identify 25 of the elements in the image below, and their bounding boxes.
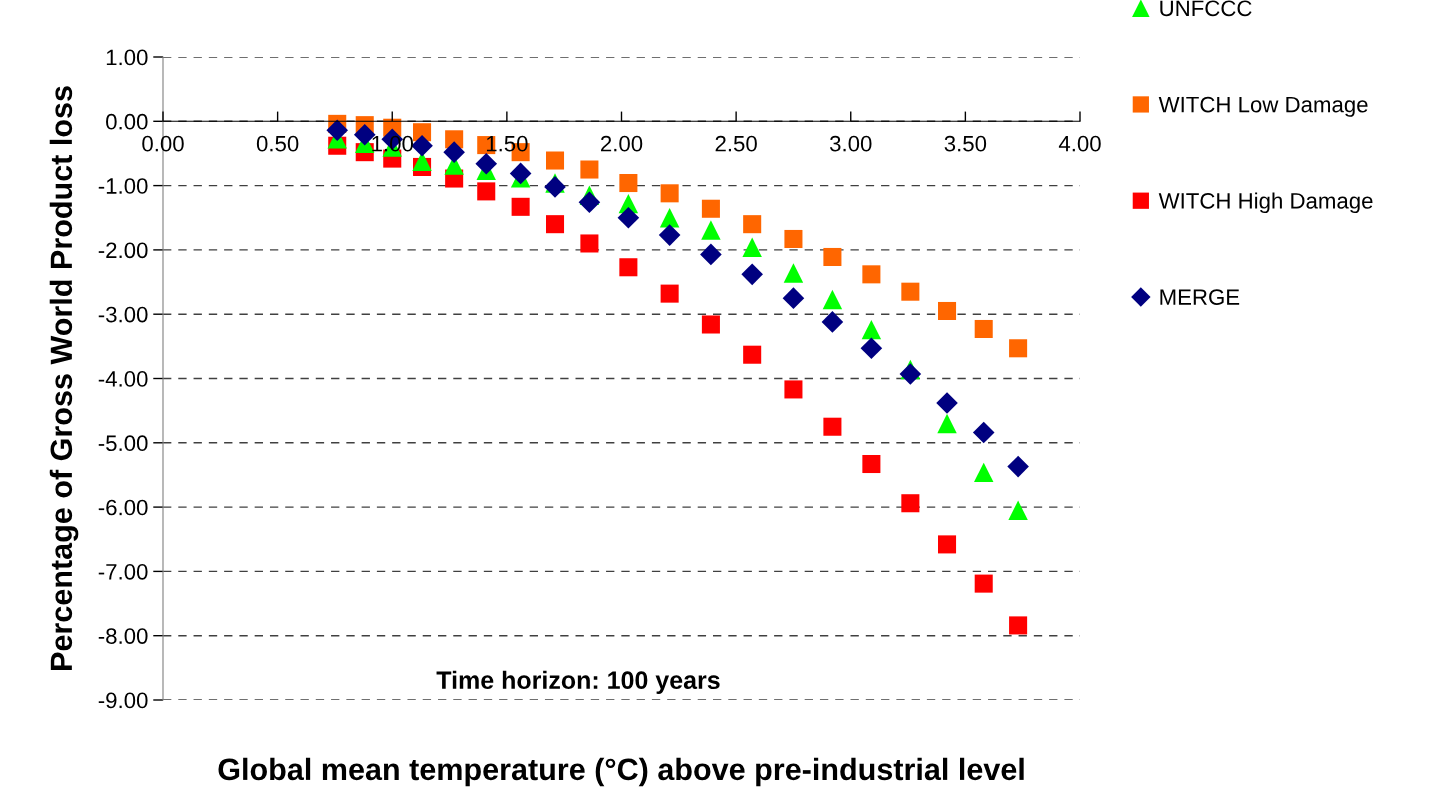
x-tick-label: 3.50 [944, 135, 987, 152]
y-tick-label: -2.00 [98, 242, 148, 259]
annotation: Time horizon: 100 years [436, 670, 720, 694]
y-axis-title: Percentage of Gross World Product loss [49, 86, 79, 670]
legend-label: UNFCCC [1160, 0, 1252, 17]
y-tick-label: 1.00 [106, 49, 148, 66]
y-tick-label: -3.00 [98, 306, 148, 323]
x-tick-label: 2.50 [715, 135, 757, 152]
y-tick-label: -8.00 [98, 628, 148, 644]
y-tick-label: -5.00 [98, 435, 148, 452]
legend-label: WITCH High Damage [1158, 192, 1373, 214]
y-tick-label: -9.00 [98, 692, 148, 709]
x-tick-label: 2.00 [600, 135, 643, 152]
y-tick-label: -4.00 [98, 371, 148, 387]
legend-label: WITCH Low Damage [1158, 96, 1368, 117]
x-tick-label: 3.00 [829, 135, 872, 152]
x-tick-label: 0.00 [142, 135, 184, 152]
y-tick-label: 0.00 [106, 113, 148, 130]
y-tick-label: -7.00 [98, 563, 148, 580]
legend-label: MERGE [1160, 289, 1240, 305]
y-tick-label: -1.00 [98, 178, 148, 194]
x-tick-label: 0.50 [256, 135, 299, 152]
x-axis-title: Global mean temperature (°C) above pre-industrial level [218, 757, 1024, 787]
y-tick-label: -6.00 [98, 499, 148, 516]
x-tick-label: 4.00 [1058, 135, 1101, 152]
